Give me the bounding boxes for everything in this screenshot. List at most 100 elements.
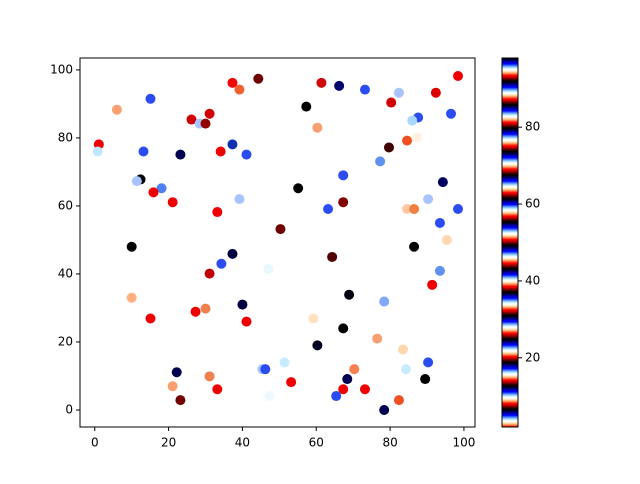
colorbar-slice xyxy=(502,384,518,386)
colorbar-slice xyxy=(502,328,518,330)
colorbar-slice xyxy=(502,70,518,72)
colorbar-slice xyxy=(502,65,518,67)
colorbar-slice xyxy=(502,108,518,110)
colorbar-slice xyxy=(502,399,518,401)
colorbar-slice xyxy=(502,97,518,99)
colorbar-slice xyxy=(502,61,518,63)
colorbar-slice xyxy=(502,324,518,326)
colorbar-slice xyxy=(502,294,518,296)
colorbar-slice xyxy=(502,397,518,399)
colorbar-slice xyxy=(502,88,518,90)
colorbar-slice xyxy=(502,301,518,303)
colorbar-slice xyxy=(502,129,518,131)
colorbar-slice xyxy=(502,153,518,155)
colorbar-slice xyxy=(502,161,518,163)
colorbar-slice xyxy=(502,104,518,106)
point xyxy=(308,313,319,324)
colorbar-slice xyxy=(502,227,518,229)
colorbar-slice xyxy=(502,265,518,267)
colorbar-slice xyxy=(502,419,518,421)
colorbar-slice xyxy=(502,196,518,198)
colorbar-slice xyxy=(502,101,518,103)
colorbar-slice xyxy=(502,160,518,162)
colorbar-slice xyxy=(502,166,518,168)
colorbar-slice xyxy=(502,150,518,152)
colorbar-slice xyxy=(502,240,518,242)
colorbar-slice xyxy=(502,268,518,270)
colorbar-slice xyxy=(502,225,518,227)
colorbar-slice xyxy=(502,355,518,357)
colorbar-slice xyxy=(502,394,518,396)
colorbar-slice xyxy=(502,293,518,295)
point xyxy=(453,204,464,215)
colorbar-slice xyxy=(502,179,518,181)
point xyxy=(293,183,304,194)
colorbar-slice xyxy=(502,403,518,405)
colorbar-slice xyxy=(502,353,518,355)
colorbar-slice xyxy=(502,183,518,185)
point xyxy=(400,364,411,375)
colorbar-slice xyxy=(502,425,518,427)
colorbar-slice xyxy=(502,250,518,252)
colorbar-slice xyxy=(502,220,518,222)
colorbar-slice xyxy=(502,372,518,374)
colorbar-slice xyxy=(502,367,518,369)
colorbar-slice xyxy=(502,121,518,123)
colorbar-slice xyxy=(502,181,518,183)
colorbar-slice xyxy=(502,393,518,395)
colorbar-slice xyxy=(502,299,518,301)
colorbar-slice xyxy=(502,350,518,352)
colorbar-slice xyxy=(502,327,518,329)
colorbar-slice xyxy=(502,312,518,314)
colorbar-slice xyxy=(502,208,518,210)
colorbar-slice xyxy=(502,369,518,371)
colorbar-slice xyxy=(502,134,518,136)
colorbar-slice xyxy=(502,171,518,173)
colorbar-slice xyxy=(502,323,518,325)
colorbar-slice xyxy=(502,342,518,344)
colorbar-slice xyxy=(502,236,518,238)
point xyxy=(379,404,390,415)
colorbar-slice xyxy=(502,307,518,309)
colorbar-slice xyxy=(502,291,518,293)
colorbar-slice xyxy=(502,169,518,171)
colorbar-slice xyxy=(502,184,518,186)
point xyxy=(241,149,252,160)
colorbar-slice xyxy=(502,162,518,164)
colorbar-tick-label: 20 xyxy=(525,350,540,364)
colorbar-slice xyxy=(502,398,518,400)
colorbar-slice xyxy=(502,410,518,412)
colorbar-slice xyxy=(502,362,518,364)
colorbar-slice xyxy=(502,374,518,376)
colorbar-slice xyxy=(502,406,518,408)
point xyxy=(423,194,434,205)
colorbar-slice xyxy=(502,352,518,354)
colorbar-slice xyxy=(502,63,518,65)
colorbar-slice xyxy=(502,117,518,119)
colorbar-slice xyxy=(502,205,518,207)
colorbar-slice xyxy=(502,234,518,236)
point xyxy=(131,176,142,187)
colorbar-slice xyxy=(502,80,518,82)
colorbar-slice xyxy=(502,344,518,346)
colorbar-slice xyxy=(502,228,518,230)
colorbar-slice xyxy=(502,163,518,165)
point xyxy=(200,118,211,129)
colorbar-slice xyxy=(502,201,518,203)
colorbar-slice xyxy=(502,151,518,153)
colorbar-slice xyxy=(502,261,518,263)
colorbar-slice xyxy=(502,197,518,199)
colorbar-slice xyxy=(502,195,518,197)
colorbar-slice xyxy=(502,303,518,305)
point xyxy=(434,265,445,276)
colorbar-slice xyxy=(502,111,518,113)
colorbar-slice xyxy=(502,320,518,322)
colorbar-slice xyxy=(502,381,518,383)
colorbar-slice xyxy=(502,118,518,120)
point xyxy=(234,84,245,95)
colorbar-slice xyxy=(502,378,518,380)
colorbar-slice xyxy=(502,337,518,339)
colorbar-slice xyxy=(502,251,518,253)
colorbar-slice xyxy=(502,75,518,77)
colorbar-slice xyxy=(502,188,518,190)
